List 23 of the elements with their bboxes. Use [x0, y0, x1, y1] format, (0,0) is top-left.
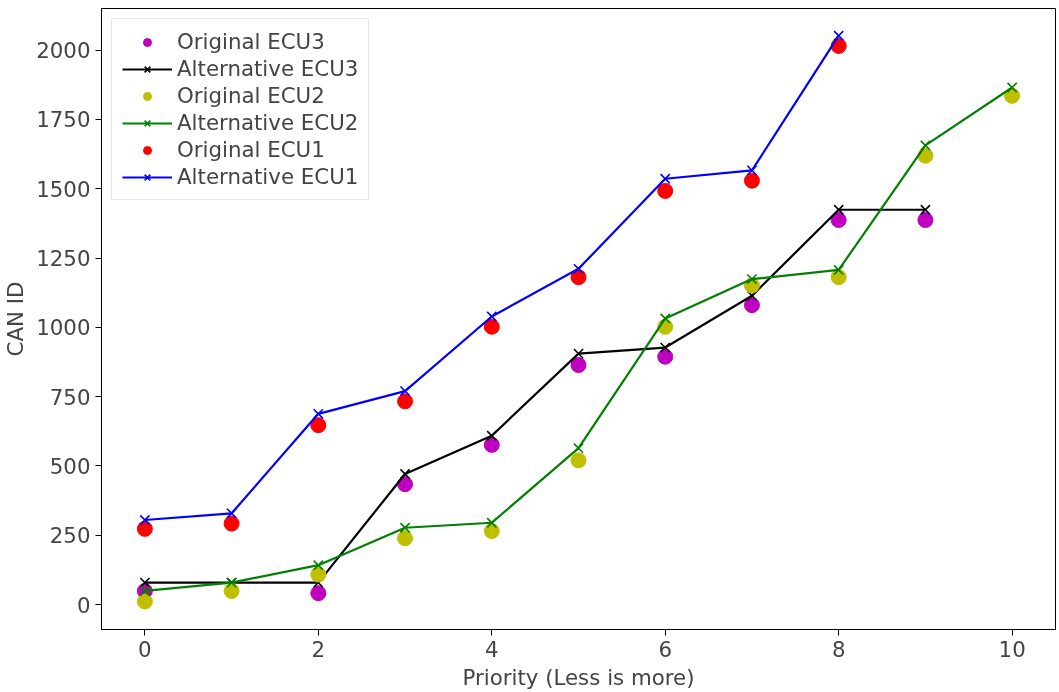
x-tick-label: 6 [658, 636, 673, 662]
y-axis-title: CAN ID [3, 281, 29, 357]
legend-label: Original ECU3 [177, 29, 325, 54]
y-tick-label: 1500 [36, 176, 91, 202]
y-tick-label: 500 [49, 453, 91, 479]
legend-label: Alternative ECU3 [177, 56, 359, 81]
x-tick-label: 0 [138, 636, 152, 662]
y-tick-label: 2000 [36, 38, 91, 64]
y-tick-label: 1750 [36, 107, 91, 133]
x-axis-title: Priority (Less is more) [462, 664, 695, 690]
y-tick-label: 0 [76, 592, 91, 618]
legend-label: Original ECU1 [177, 137, 325, 162]
y-tick-label: 1000 [36, 315, 91, 341]
x-tick-label: 8 [831, 636, 846, 662]
y-tick-label: 1250 [36, 246, 91, 272]
legend-label: Original ECU2 [177, 83, 325, 108]
x-tick-label: 10 [998, 636, 1026, 662]
y-tick-label: 750 [49, 384, 91, 410]
x-tick-label: 2 [311, 636, 326, 662]
legend-label: Alternative ECU2 [177, 110, 359, 135]
y-tick-label: 250 [49, 523, 91, 549]
x-tick-label: 4 [484, 636, 499, 662]
legend-label: Alternative ECU1 [177, 164, 359, 189]
